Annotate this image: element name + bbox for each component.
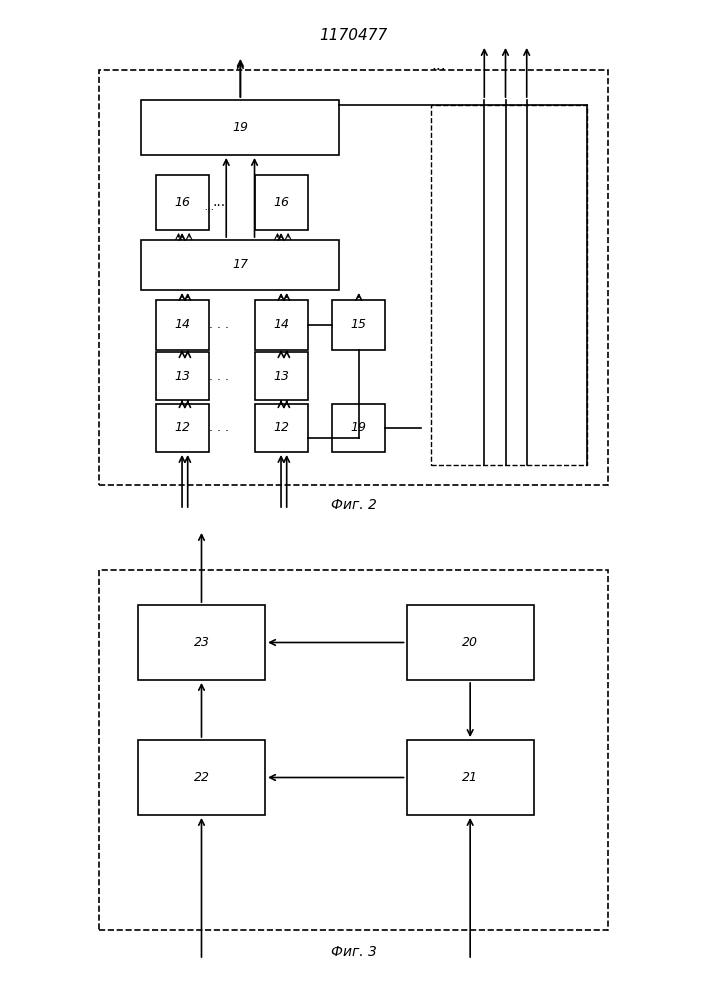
Text: 20: 20 bbox=[462, 636, 478, 649]
Text: 12: 12 bbox=[174, 421, 190, 434]
Text: 21: 21 bbox=[462, 771, 478, 784]
Text: ...: ... bbox=[213, 196, 226, 210]
Bar bbox=[99, 70, 608, 485]
Bar bbox=[255, 404, 308, 452]
Bar bbox=[332, 404, 385, 452]
Bar bbox=[255, 352, 308, 400]
Text: 22: 22 bbox=[194, 771, 209, 784]
Bar bbox=[156, 352, 209, 400]
Text: ...: ... bbox=[431, 57, 445, 73]
Text: 16: 16 bbox=[273, 196, 289, 209]
Text: 19: 19 bbox=[233, 121, 248, 134]
Text: 13: 13 bbox=[174, 369, 190, 382]
Bar bbox=[156, 175, 209, 230]
Text: 14: 14 bbox=[273, 318, 289, 332]
Text: 16: 16 bbox=[174, 196, 190, 209]
Text: Фиг. 2: Фиг. 2 bbox=[331, 498, 376, 512]
Bar bbox=[156, 404, 209, 452]
Text: Фиг. 3: Фиг. 3 bbox=[331, 945, 376, 959]
Bar bbox=[255, 175, 308, 230]
Bar bbox=[255, 300, 308, 350]
Text: 12: 12 bbox=[273, 421, 289, 434]
Bar bbox=[407, 605, 534, 680]
Text: 19: 19 bbox=[351, 421, 367, 434]
Bar bbox=[138, 740, 265, 815]
Bar bbox=[332, 300, 385, 350]
Bar bbox=[407, 740, 534, 815]
Bar bbox=[138, 605, 265, 680]
Bar bbox=[156, 300, 209, 350]
Bar bbox=[141, 100, 339, 155]
Bar bbox=[99, 570, 608, 930]
Text: 23: 23 bbox=[194, 636, 209, 649]
Text: ...: ... bbox=[205, 202, 215, 213]
Bar bbox=[431, 105, 587, 465]
Text: . . .: . . . bbox=[209, 318, 229, 332]
Text: . . .: . . . bbox=[209, 421, 229, 434]
Text: . . .: . . . bbox=[209, 369, 229, 382]
Text: 13: 13 bbox=[273, 369, 289, 382]
Bar bbox=[141, 240, 339, 290]
Text: 17: 17 bbox=[233, 258, 248, 271]
Text: 1170477: 1170477 bbox=[320, 27, 387, 42]
Text: 14: 14 bbox=[174, 318, 190, 332]
Text: 15: 15 bbox=[351, 318, 367, 332]
